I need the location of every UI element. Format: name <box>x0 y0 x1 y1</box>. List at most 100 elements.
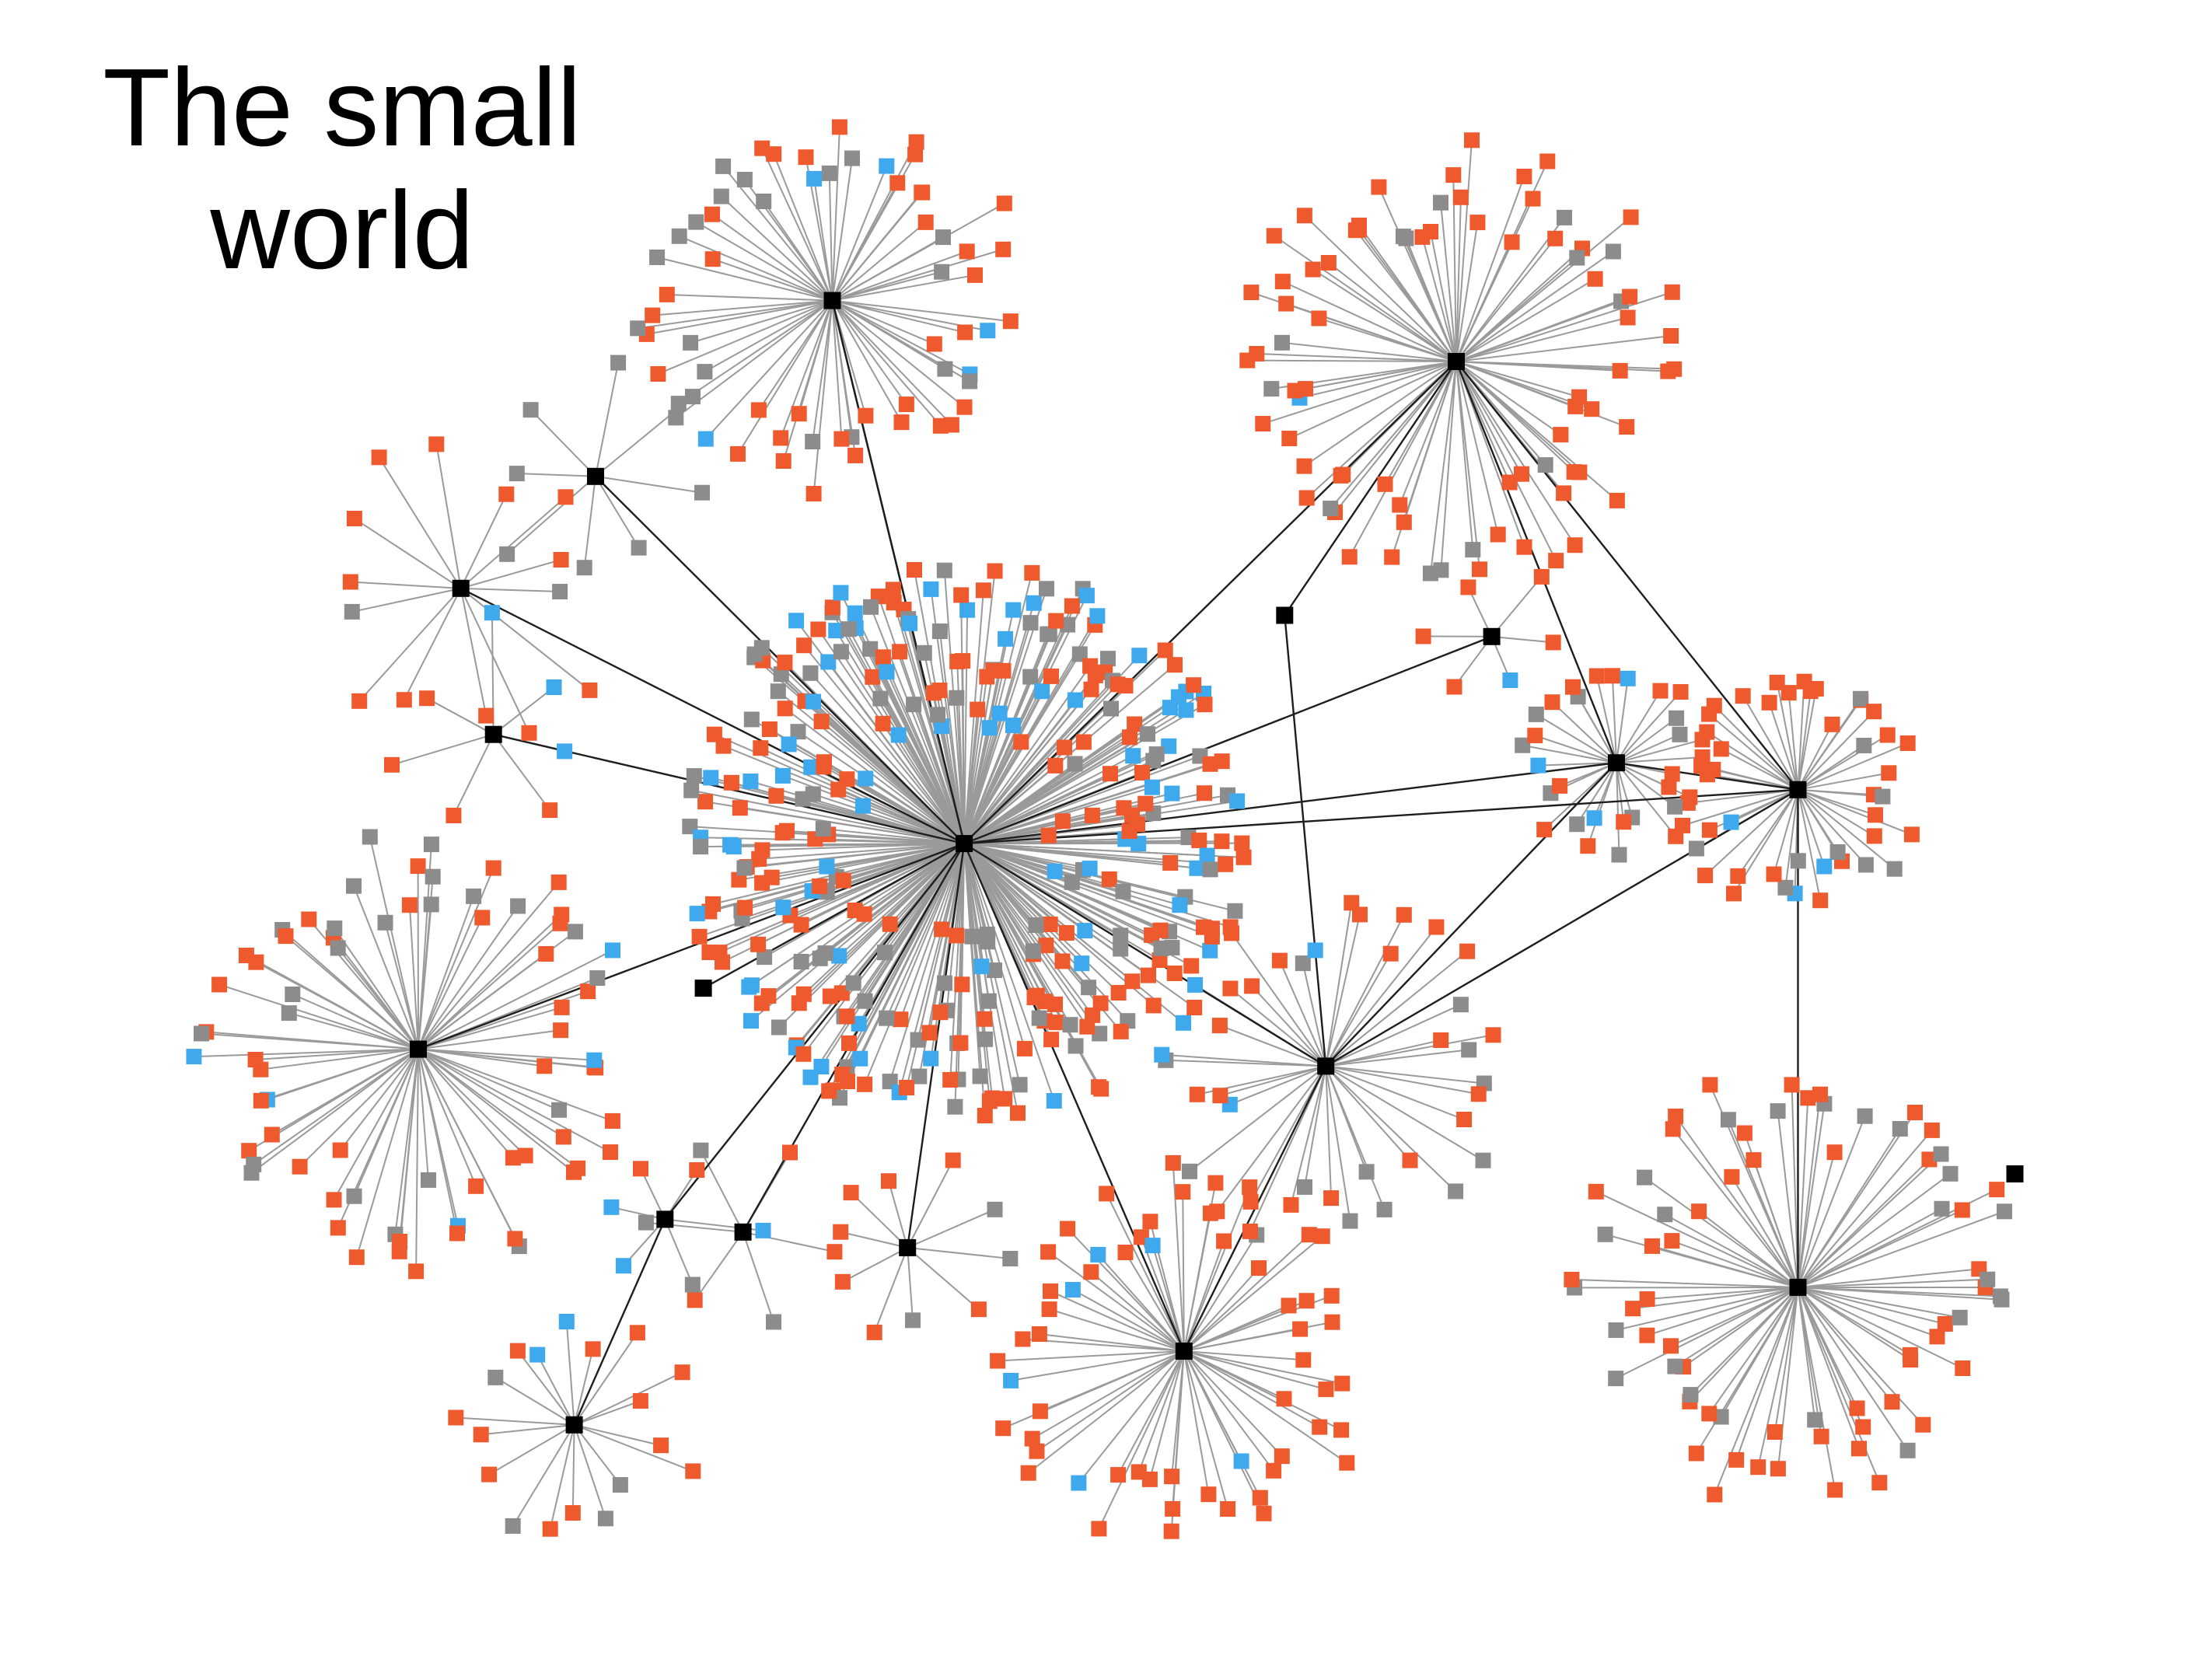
leaf-node <box>1849 1400 1865 1416</box>
leaf-edge <box>832 274 976 302</box>
leaf-edge <box>1784 789 1799 888</box>
leaf-edge <box>1735 1287 1799 1461</box>
leaf-edge <box>753 653 965 844</box>
leaf-edge <box>803 644 965 844</box>
leaf-node <box>1456 1112 1473 1127</box>
leaf-node <box>1002 313 1019 330</box>
leaf-node <box>1866 704 1882 720</box>
leaf-node <box>671 228 687 244</box>
leaf-edge <box>963 689 1092 844</box>
leaf-node <box>839 1008 855 1025</box>
leaf-edge <box>812 300 833 442</box>
leaf-edge <box>418 1048 560 1111</box>
leaf-node <box>764 869 780 885</box>
leaf-node <box>1113 927 1129 944</box>
leaf-edge <box>418 905 519 1050</box>
leaf-node <box>1137 795 1154 812</box>
leaf-node <box>1448 1183 1464 1200</box>
leaf-edge <box>963 843 1100 1035</box>
leaf-node <box>1903 826 1920 843</box>
leaf-node <box>1702 1077 1718 1093</box>
leaf-node <box>448 1409 464 1426</box>
leaf-edge <box>1455 361 1561 435</box>
leaf-node <box>1620 670 1636 686</box>
leaf-node <box>1664 766 1680 782</box>
leaf-edge <box>418 1048 611 1153</box>
leaf-edge <box>1219 1025 1326 1067</box>
leaf-node <box>1244 978 1260 994</box>
leaf-node <box>371 449 387 466</box>
leaf-edge <box>1455 335 1672 363</box>
leaf-edge <box>899 651 966 844</box>
leaf-node <box>1164 785 1180 802</box>
leaf-node <box>1724 1168 1740 1185</box>
leaf-node <box>1829 844 1846 860</box>
leaf-node <box>1428 919 1445 935</box>
leaf-node <box>1058 925 1075 941</box>
leaf-node <box>1141 967 1156 983</box>
leaf-node <box>858 770 874 787</box>
leaf-edge <box>963 760 1222 845</box>
leaf-node <box>985 662 1001 679</box>
leaf-edge <box>1797 789 1896 870</box>
hub-link-edge <box>1325 788 1799 1067</box>
leaf-edge <box>494 1377 575 1426</box>
leaf-edge <box>907 1247 914 1321</box>
leaf-edge <box>832 299 935 345</box>
leaf-node <box>1239 352 1256 368</box>
leaf-node <box>1924 1122 1940 1138</box>
leaf-node <box>1706 697 1722 714</box>
leaf-node <box>522 402 539 418</box>
leaf-edge <box>565 1321 575 1425</box>
leaf-node <box>423 896 439 913</box>
leaf-node <box>1092 995 1109 1011</box>
leaf-edge <box>260 1048 419 1070</box>
leaf-node <box>795 986 812 1002</box>
leaf-edge <box>1305 361 1457 390</box>
leaf-edge <box>1290 1066 1327 1206</box>
leaf-node <box>1003 1372 1019 1388</box>
leaf-node <box>1790 853 1806 869</box>
hub-node <box>734 1223 752 1241</box>
leaf-node <box>1701 1406 1718 1422</box>
leaf-node <box>898 396 914 413</box>
leaf-edge <box>1576 762 1617 825</box>
leaf-edge <box>1137 1350 1185 1472</box>
leaf-node <box>830 781 847 798</box>
leaf-edge <box>418 904 432 1050</box>
leaf-node <box>991 705 1008 721</box>
leaf-node <box>815 821 831 837</box>
leaf-node <box>384 756 400 773</box>
leaf-edge <box>1455 216 1632 362</box>
leaf-node <box>510 898 526 914</box>
leaf-node <box>1186 677 1202 693</box>
leaf-node <box>1333 467 1349 484</box>
leaf-node <box>834 1273 851 1290</box>
leaf-node <box>1637 1169 1653 1186</box>
leaf-node <box>1569 250 1585 266</box>
leaf-node <box>505 1150 521 1166</box>
leaf-node <box>1933 1146 1949 1162</box>
leaf-edge <box>1106 1193 1185 1352</box>
leaf-node <box>1485 1027 1501 1043</box>
leaf-node <box>1144 779 1160 795</box>
leaf-node <box>1040 827 1057 843</box>
leaf-edge <box>831 158 854 301</box>
leaf-edge <box>1797 789 1839 853</box>
leaf-edge <box>418 1049 477 1187</box>
leaf-node <box>771 1019 787 1036</box>
leaf-edge <box>1797 789 1826 867</box>
leaf-edge <box>1797 1098 1809 1287</box>
leaf-edge <box>1325 1065 1479 1095</box>
leaf-node <box>1934 1200 1950 1217</box>
leaf-edge <box>1695 1287 1799 1455</box>
leaf-node <box>1668 828 1684 844</box>
hub-link-edge <box>1455 361 1618 763</box>
leaf-node <box>1034 683 1050 700</box>
leaf-node <box>987 962 1002 979</box>
leaf-node <box>1115 883 1131 899</box>
leaf-node <box>1333 1422 1350 1438</box>
leaf-node <box>1172 897 1188 913</box>
leaf-node <box>1502 672 1518 688</box>
hub-link-edge <box>906 843 966 1249</box>
